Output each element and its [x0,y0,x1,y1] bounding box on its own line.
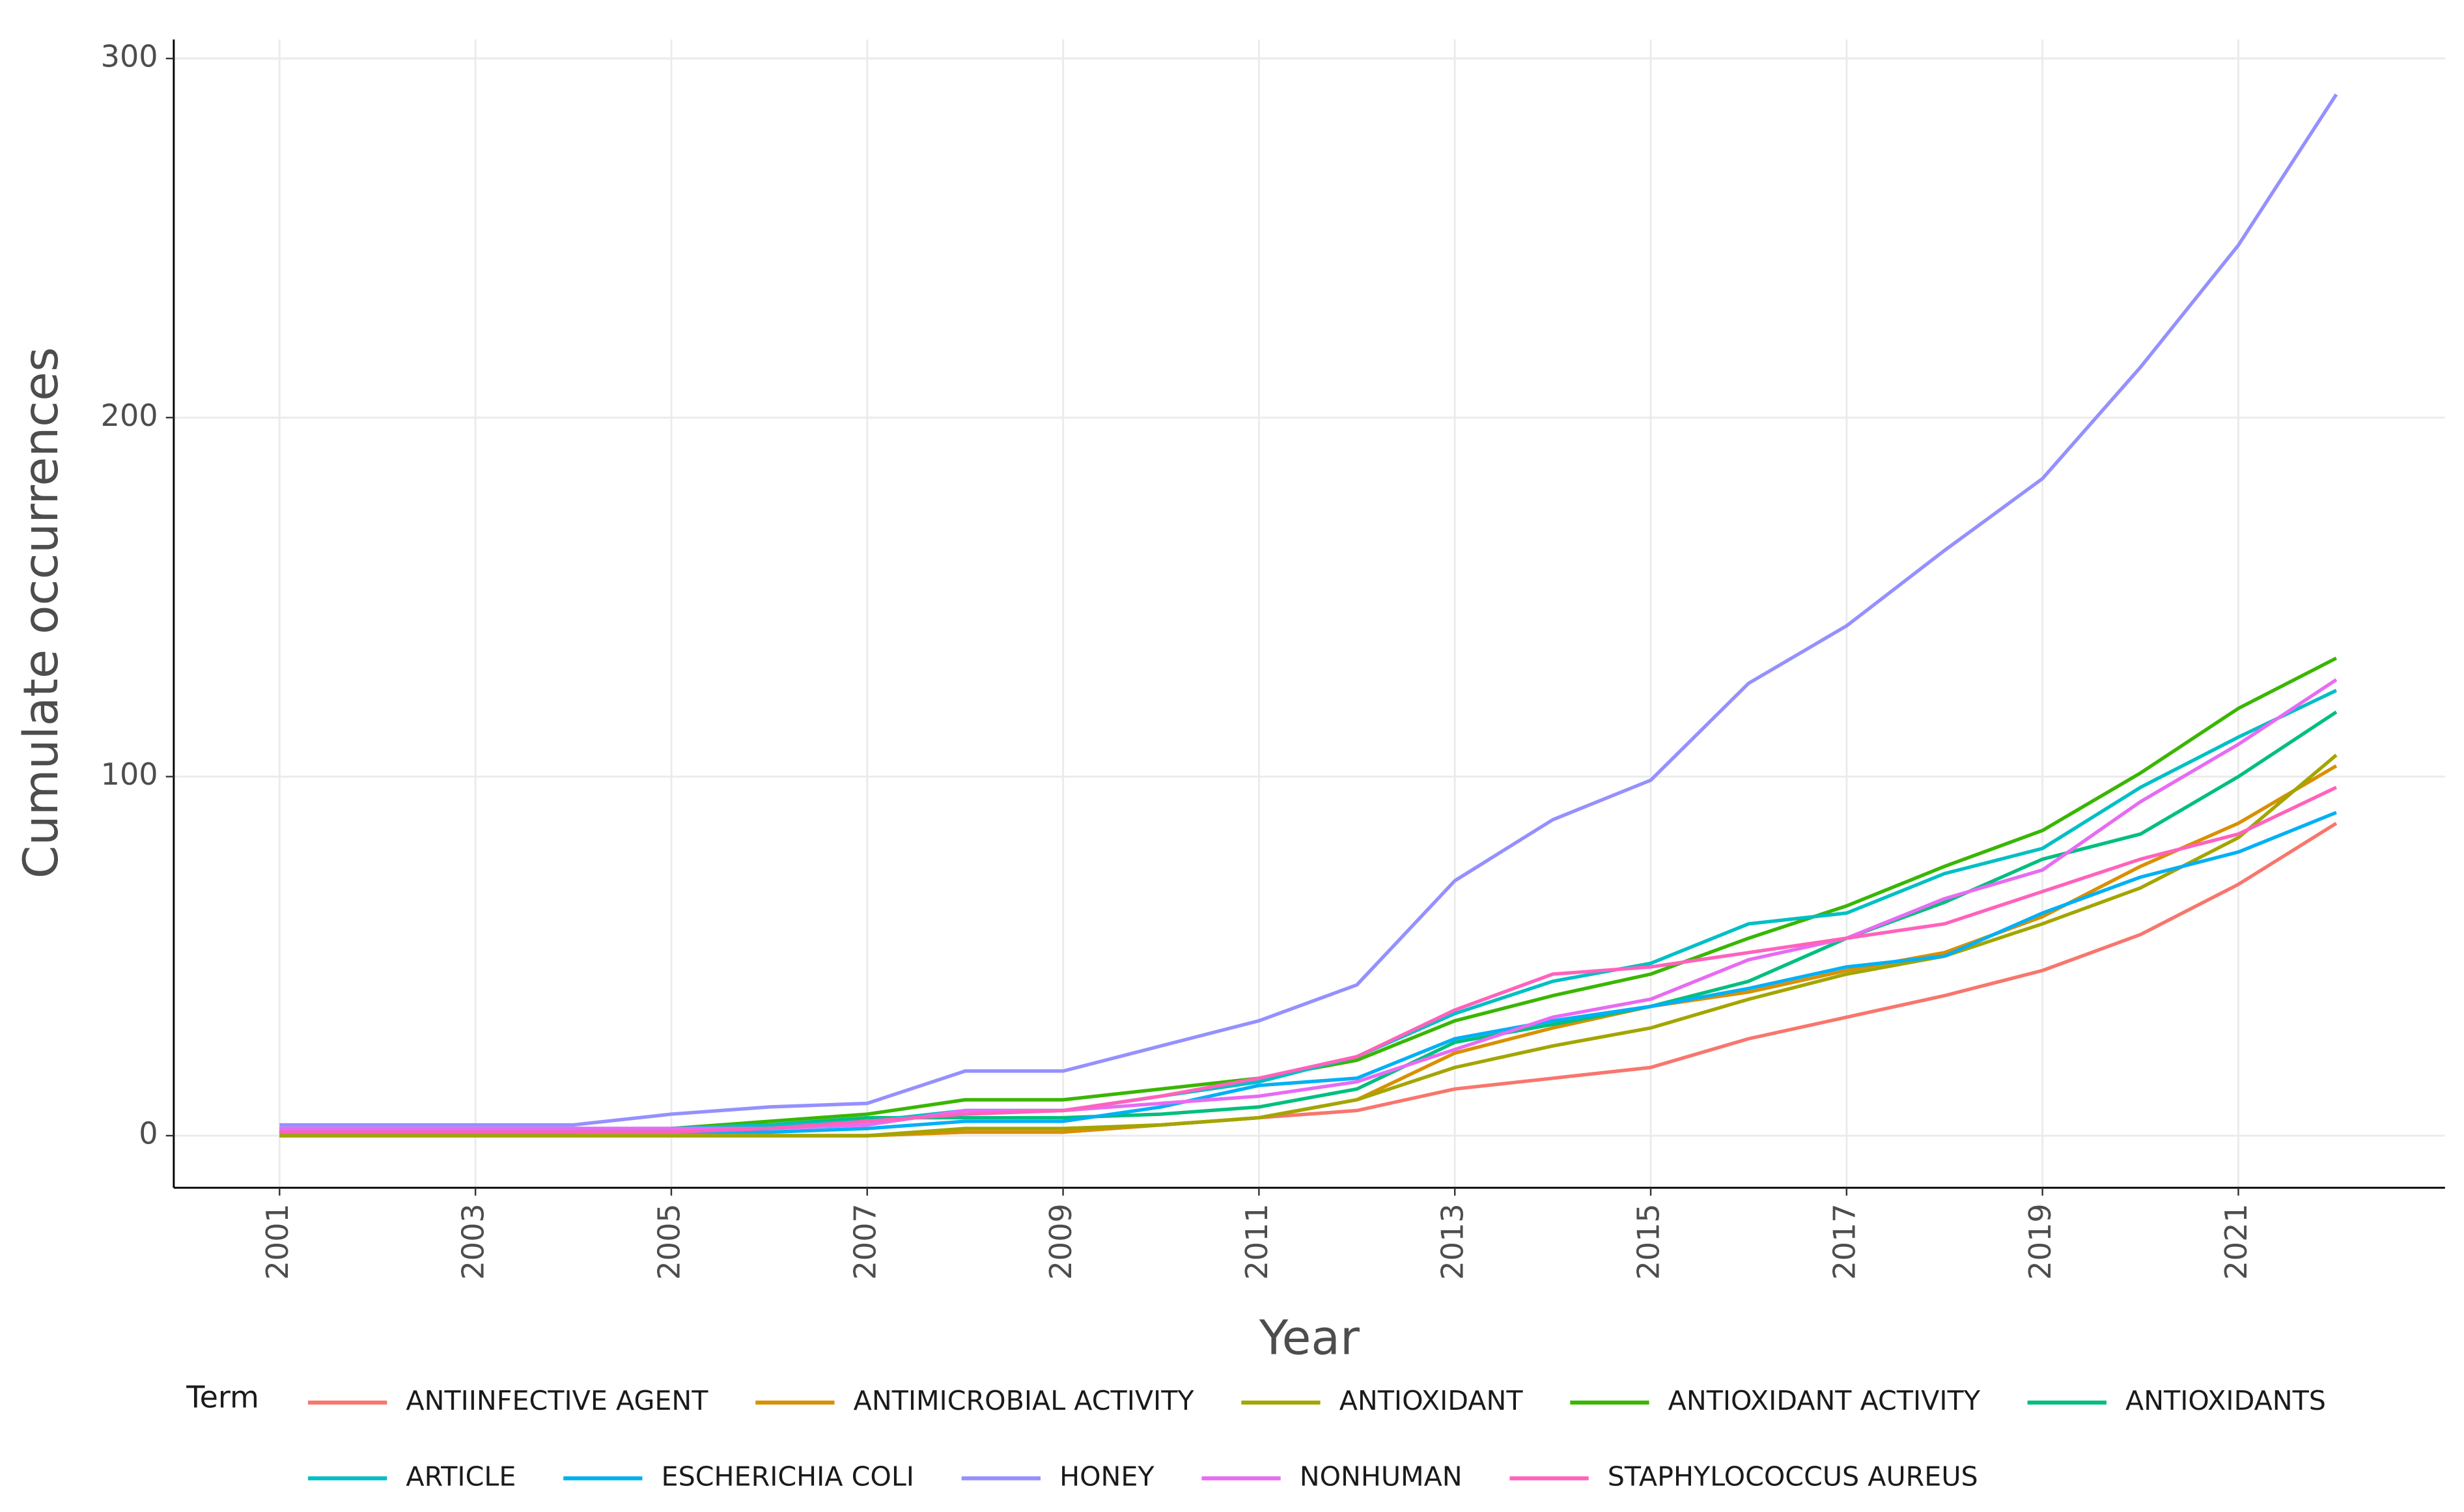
series-line [279,753,2338,1138]
legend-label: ANTIOXIDANT ACTIVITY [1668,1385,1981,1416]
x-tick-label: 2015 [1631,1203,1666,1280]
x-tick-label: 2001 [260,1203,295,1280]
series-line [279,678,2338,1130]
x-tick-label: 2019 [2023,1203,2058,1280]
grid [173,39,2445,1188]
x-tick-label: 2017 [1827,1203,1862,1280]
x-axis-title: Year [1259,1310,1360,1365]
x-tick-label: 2007 [847,1203,882,1280]
plot-lines [279,93,2338,1138]
x-tick-label: 2021 [2219,1203,2254,1280]
series-line [279,785,2338,1134]
series-line [279,93,2338,1127]
legend-label: ANTIOXIDANTS [2125,1385,2326,1416]
legend: ANTIINFECTIVE AGENT ANTIMICROBIAL ACTIVIT… [308,1385,2326,1492]
y-tick-label: 300 [101,38,158,74]
x-tick-label: 2005 [651,1203,686,1280]
legend-label: ANTIMICROBIAL ACTIVITY [854,1385,1195,1416]
legend-label: ESCHERICHIA COLI [662,1461,914,1492]
ticks: 0 100 200 300 2001 2003 2005 2007 2009 2011 2013 20… [101,38,2254,1280]
legend-label: ANTIOXIDANT [1339,1385,1524,1416]
legend-label: ARTICLE [406,1461,516,1492]
y-tick-label: 200 [101,398,158,433]
x-tick-label: 2011 [1239,1203,1274,1280]
y-tick-label: 100 [101,757,158,792]
legend-label: STAPHYLOCOCCUS AUREUS [1608,1461,1978,1492]
x-tick-label: 2003 [456,1203,491,1280]
x-tick-label: 2009 [1043,1203,1078,1280]
legend-title: Term [186,1380,259,1415]
x-tick-label: 2013 [1435,1203,1470,1280]
legend-label: HONEY [1059,1461,1155,1492]
y-axis-title: Cumulate occurrences [14,347,69,878]
series-line [279,710,2338,1134]
y-tick-label: 0 [139,1116,158,1151]
legend-label: ANTIINFECTIVE AGENT [406,1385,708,1416]
legend-label: NONHUMAN [1300,1461,1463,1492]
